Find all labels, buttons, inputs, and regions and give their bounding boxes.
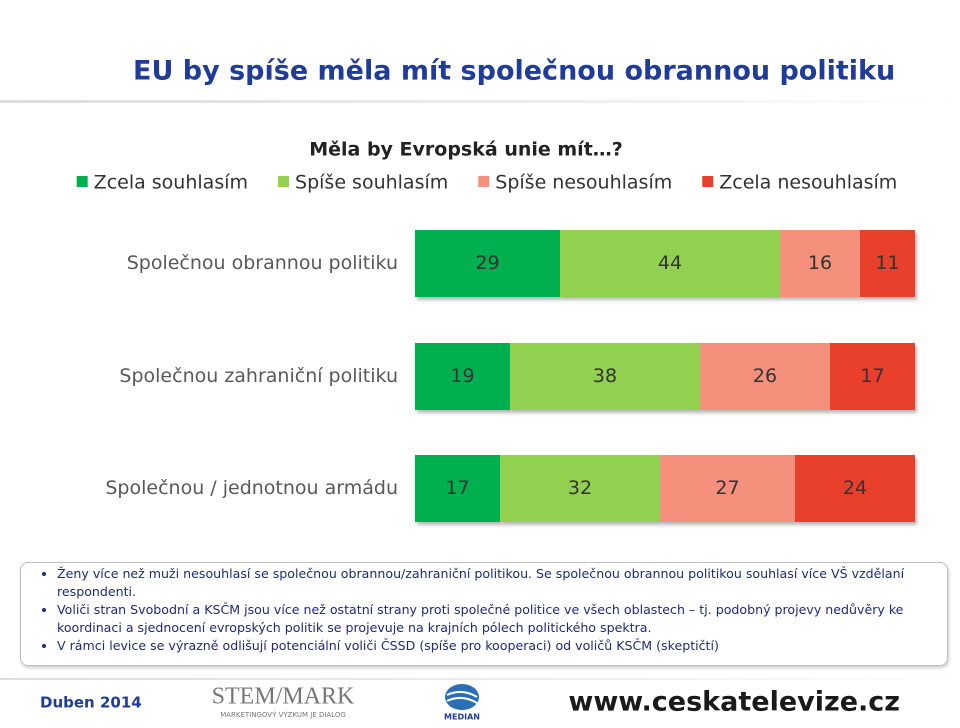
logo-median: MEDIAN bbox=[444, 713, 480, 722]
value-label: 32 bbox=[568, 477, 592, 499]
bar-segment bbox=[660, 455, 795, 522]
legend-label: Zcela nesouhlasím bbox=[719, 172, 897, 194]
legend-label: Spíše nesouhlasím bbox=[495, 172, 672, 194]
footer-date: Duben 2014 bbox=[40, 694, 142, 712]
logo-median-waves bbox=[446, 691, 478, 704]
footer-rule bbox=[0, 678, 960, 680]
logo-stemmark-sub: MARKETINGOVÝ VÝZKUM JE DIALOG bbox=[220, 710, 346, 719]
note: V rámci levice se výrazně odlišují poten… bbox=[57, 637, 937, 655]
value-label: 11 bbox=[875, 252, 899, 274]
bar-segment bbox=[560, 230, 780, 297]
category-label: Společnou / jednotnou armádu bbox=[105, 477, 398, 499]
logo-stemmark: STEM/MARK bbox=[212, 684, 355, 710]
notes-box: Ženy více než muži nesouhlasí se společn… bbox=[20, 562, 948, 666]
chart-title: Měla by Evropská unie mít…? bbox=[309, 139, 623, 161]
bar-segment bbox=[830, 343, 915, 410]
legend-label: Spíše souhlasím bbox=[295, 172, 448, 194]
legend-swatch bbox=[478, 176, 490, 187]
value-label: 19 bbox=[450, 365, 474, 387]
value-label: 24 bbox=[843, 477, 867, 499]
value-label: 38 bbox=[593, 365, 617, 387]
slide-title: EU by spíše měla mít společnou obrannou … bbox=[133, 56, 895, 87]
title-rule bbox=[0, 100, 960, 103]
legend-label: Zcela souhlasím bbox=[94, 172, 248, 194]
bar-segment bbox=[510, 343, 700, 410]
value-label: 44 bbox=[658, 252, 682, 274]
bar-segment bbox=[415, 230, 560, 297]
value-label: 17 bbox=[445, 477, 469, 499]
footer-url: www.ceskatelevize.cz bbox=[568, 687, 900, 718]
bar-segment bbox=[780, 230, 860, 297]
note: Ženy více než muži nesouhlasí se společn… bbox=[57, 565, 937, 601]
notes-list: Ženy více než muži nesouhlasí se společn… bbox=[31, 565, 937, 655]
bar-segment bbox=[500, 455, 660, 522]
value-label: 29 bbox=[475, 252, 499, 274]
value-label: 16 bbox=[808, 252, 832, 274]
category-label: Společnou zahraniční politiku bbox=[119, 365, 398, 387]
bar-segment bbox=[415, 343, 510, 410]
bar-segment bbox=[795, 455, 915, 522]
legend-swatch bbox=[278, 176, 290, 187]
legend-swatch bbox=[702, 176, 714, 187]
note: Voliči stran Svobodní a KSČM jsou více n… bbox=[57, 601, 937, 637]
bar-segment bbox=[415, 455, 500, 522]
bar-segment bbox=[700, 343, 830, 410]
value-label: 17 bbox=[860, 365, 884, 387]
bar-segment bbox=[860, 230, 915, 297]
value-label: 27 bbox=[715, 477, 739, 499]
category-label: Společnou obrannou politiku bbox=[127, 252, 398, 274]
legend-swatch bbox=[76, 176, 88, 187]
value-label: 26 bbox=[753, 365, 777, 387]
